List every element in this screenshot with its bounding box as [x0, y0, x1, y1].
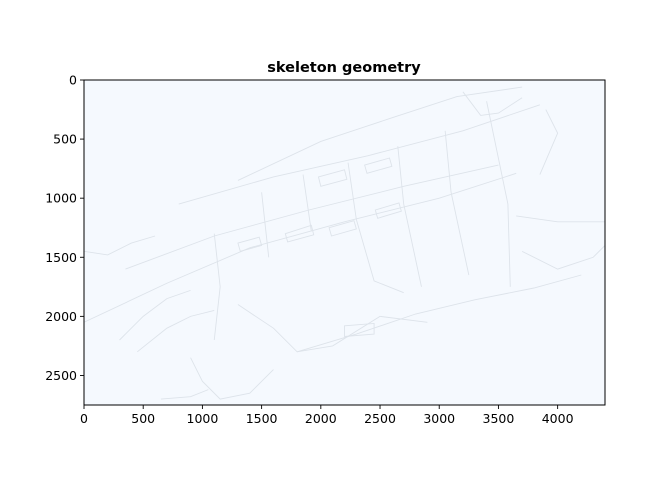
y-tick-label: 1000	[45, 191, 77, 206]
x-tick-label: 1000	[187, 411, 219, 426]
skeleton-line-cross-6	[444, 130, 470, 276]
skeleton-line-east-spur	[539, 109, 559, 175]
skeleton-block-6	[237, 236, 263, 252]
y-tick-label: 500	[53, 132, 77, 147]
x-tick-label: 3000	[423, 411, 455, 426]
x-tick-label: 1500	[246, 411, 278, 426]
skeleton-line-main-axis-upper	[178, 104, 541, 205]
y-axis: 0 500 1000 1500 2000 2500	[45, 73, 84, 383]
skeleton-line-east-diag	[521, 245, 606, 270]
skeleton-line-east-road	[516, 215, 605, 223]
skeleton-line-river-path	[237, 304, 428, 353]
skeleton-line-main-axis-lower	[83, 172, 517, 323]
skeleton-line-cross-7	[486, 101, 511, 287]
skeleton-line-cross-3	[302, 174, 312, 232]
y-tick-label: 0	[69, 73, 77, 88]
x-tick-label: 4000	[542, 411, 574, 426]
x-tick-label: 2500	[364, 411, 396, 426]
skeleton-line-north-spur	[462, 91, 523, 116]
skeleton-block-7	[344, 322, 375, 337]
plot-frame	[83, 79, 606, 406]
skeleton-block-2	[364, 157, 393, 174]
skeleton-line-cross-2	[261, 192, 270, 258]
x-tick-label: 0	[80, 411, 88, 426]
skeleton-block-5	[374, 202, 402, 219]
y-tick-label: 1500	[45, 250, 77, 265]
x-tick-label: 2000	[305, 411, 337, 426]
skeleton-line-north-edge	[237, 86, 523, 181]
skeleton-line-south-west-grid	[119, 289, 191, 341]
skeleton-line-ring-path	[160, 389, 209, 400]
x-tick-label: 500	[131, 411, 155, 426]
skeleton-line-south-west-grid-2	[137, 310, 215, 353]
skeleton-line-main-axis-mid	[125, 164, 499, 270]
skeleton-block-1	[317, 169, 348, 187]
skeleton-lines	[83, 86, 606, 400]
skeleton-line-south-loop	[190, 357, 274, 400]
skeleton-line-cross-5	[397, 146, 422, 287]
y-tick-label: 2500	[45, 368, 77, 383]
skeleton-line-west-edge	[83, 235, 156, 256]
x-tick-label: 3500	[483, 411, 515, 426]
skeleton-block-3	[284, 224, 315, 243]
skeleton-line-cross-4	[347, 162, 404, 294]
x-axis: 0 500 1000 1500 2000 2500 3000 3500 4000	[80, 405, 574, 426]
plot-area	[84, 80, 605, 405]
skeleton-block-4	[328, 220, 357, 237]
y-tick-label: 2000	[45, 309, 77, 324]
skeleton-line-cross-1	[213, 233, 221, 341]
chart-title: skeleton geometry	[267, 60, 421, 76]
